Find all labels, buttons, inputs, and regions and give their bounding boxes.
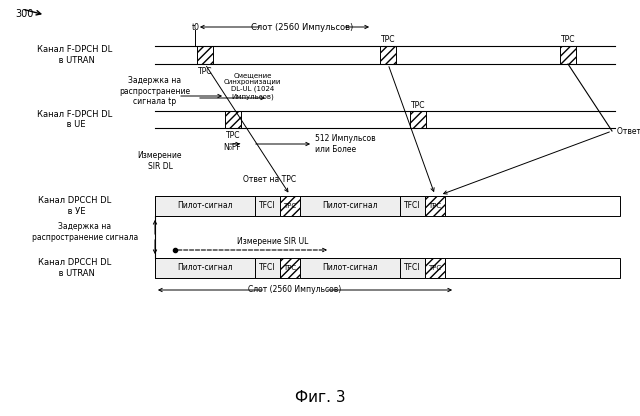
Text: 512 Импульсов
или Более: 512 Импульсов или Более <box>315 134 376 154</box>
Text: TPC: TPC <box>428 203 442 209</box>
Text: Фиг. 3: Фиг. 3 <box>294 391 346 406</box>
Bar <box>300 258 400 278</box>
Bar <box>280 258 300 278</box>
Text: TFCI: TFCI <box>259 263 276 272</box>
Text: TPC: TPC <box>381 35 396 45</box>
Text: Ответ на TPC: Ответ на TPC <box>243 174 296 183</box>
Text: Смещение
Синхронизации
DL-UL (1024
Импульсов): Смещение Синхронизации DL-UL (1024 Импул… <box>224 72 281 100</box>
Bar <box>400 258 425 278</box>
Bar <box>425 258 445 278</box>
Bar <box>155 258 620 278</box>
Bar <box>155 196 255 216</box>
Text: TPC: TPC <box>411 101 425 109</box>
Bar <box>280 196 300 216</box>
Text: TPC: TPC <box>226 131 240 139</box>
Bar <box>197 46 213 64</box>
Bar <box>400 196 425 216</box>
Bar <box>225 111 241 128</box>
Text: Канал F-DPCH DL
 в UTRAN: Канал F-DPCH DL в UTRAN <box>37 45 113 65</box>
Text: N₀FF: N₀FF <box>223 144 241 153</box>
Text: Слот (2560 Импульсов): Слот (2560 Импульсов) <box>248 285 342 295</box>
Bar <box>255 258 280 278</box>
Bar <box>300 196 400 216</box>
Text: TFCI: TFCI <box>259 201 276 210</box>
Bar <box>255 196 280 216</box>
Text: 300: 300 <box>15 9 33 19</box>
Text: Пилот-сигнал: Пилот-сигнал <box>323 201 378 210</box>
Text: Пилот-сигнал: Пилот-сигнал <box>177 263 233 272</box>
Text: t0: t0 <box>192 22 200 32</box>
Text: Пилот-сигнал: Пилот-сигнал <box>177 201 233 210</box>
Bar <box>155 196 620 216</box>
Text: Канал DPCCH DL
 в UTRAN: Канал DPCCH DL в UTRAN <box>38 258 111 278</box>
Bar <box>155 258 255 278</box>
Text: Измерение SIR UL: Измерение SIR UL <box>237 238 308 247</box>
Text: TPC: TPC <box>428 265 442 271</box>
Text: Канал DPCCH DL
 в УЕ: Канал DPCCH DL в УЕ <box>38 196 111 216</box>
Bar <box>425 196 445 216</box>
Text: TPC: TPC <box>284 265 296 271</box>
Text: TFCI: TFCI <box>404 201 420 210</box>
Text: Задержка на
распространение
сигнала tp: Задержка на распространение сигнала tp <box>120 76 191 106</box>
Text: Пилот-сигнал: Пилот-сигнал <box>323 263 378 272</box>
Text: Задержка на
распространение сигнала: Задержка на распространение сигнала <box>32 222 138 242</box>
Text: TPC: TPC <box>561 35 575 45</box>
Bar <box>380 46 396 64</box>
Text: TPC: TPC <box>198 67 212 75</box>
Text: Слот (2560 Импульсов): Слот (2560 Импульсов) <box>252 22 354 32</box>
Text: TFCI: TFCI <box>404 263 420 272</box>
Bar <box>560 46 576 64</box>
Text: Канал F-DPCH DL
 в UE: Канал F-DPCH DL в UE <box>37 110 113 129</box>
Text: Измерение
SIR DL: Измерение SIR DL <box>138 151 182 171</box>
Text: Ответ на TPC: Ответ на TPC <box>617 126 640 136</box>
Bar <box>410 111 426 128</box>
Text: TPC: TPC <box>284 203 296 209</box>
